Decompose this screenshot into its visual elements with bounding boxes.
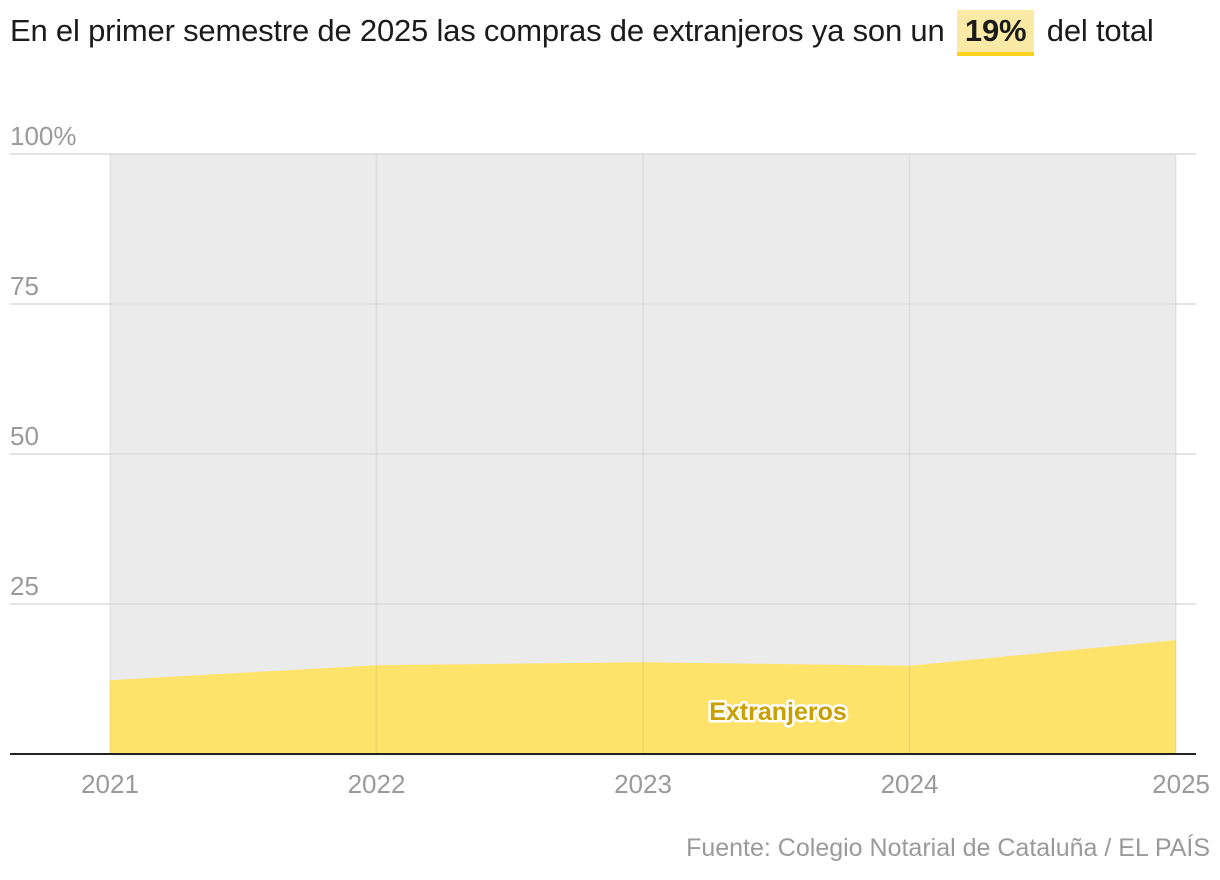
x-tick-label: 2021 — [81, 769, 139, 799]
x-tick-label: 2022 — [348, 769, 406, 799]
area-extranjeros — [110, 640, 1176, 754]
y-tick-label: 75 — [10, 271, 39, 301]
x-tick-label: 2023 — [614, 769, 672, 799]
series-label-extranjeros: Extranjeros — [709, 698, 847, 726]
y-tick-label: 25 — [10, 571, 39, 601]
source-note: Fuente: Colegio Notarial de Cataluña / E… — [686, 834, 1210, 862]
title-text-after: del total — [1046, 13, 1154, 48]
title-text-before: En el primer semestre de 2025 las compra… — [10, 13, 945, 48]
chart-title: En el primer semestre de 2025 las compra… — [10, 8, 1200, 56]
y-tick-label: 50 — [10, 421, 39, 451]
x-tick-label: 2024 — [881, 769, 939, 799]
x-tick-label: 2025 — [1152, 769, 1210, 799]
title-highlight-value: 19% — [956, 10, 1035, 56]
y-tick-label: 100% — [10, 121, 77, 151]
